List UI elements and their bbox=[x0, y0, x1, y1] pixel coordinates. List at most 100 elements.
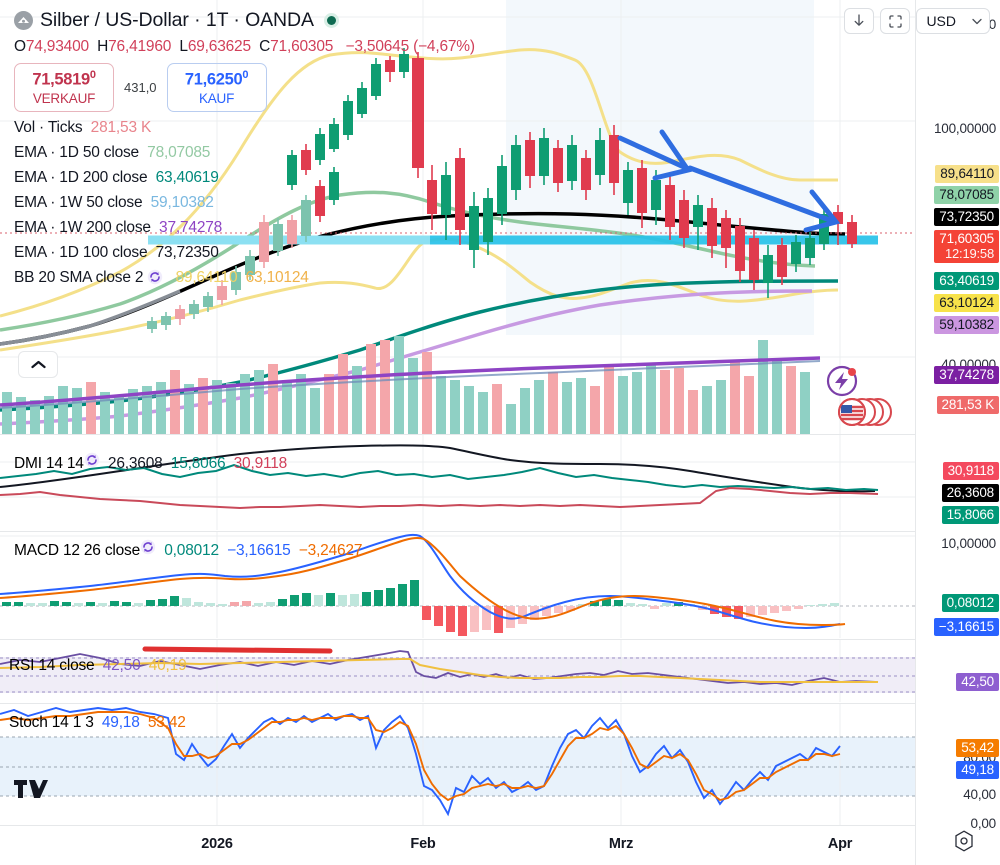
drawing-arrow-1 bbox=[617, 129, 693, 181]
ohlc-change: −3,50645 (−4,67%) bbox=[345, 38, 476, 55]
rsi-chart-canvas[interactable] bbox=[0, 640, 915, 702]
ohlc-l-value: 69,63625 bbox=[187, 38, 251, 55]
buy-price-sup: 0 bbox=[242, 69, 249, 81]
stoch-legend-row[interactable]: Stoch 14 1 3 49,18 53,42 bbox=[9, 714, 186, 731]
macd-pane[interactable] bbox=[0, 532, 915, 638]
price-scale-label-3: 10,00000 bbox=[941, 536, 996, 551]
ohlc-c-value: 71,60305 bbox=[270, 38, 334, 55]
buy-price: 71,6250 bbox=[184, 70, 243, 89]
refresh-icon[interactable] bbox=[84, 452, 100, 468]
price-scale-pill-12[interactable]: 0,08012 bbox=[941, 594, 999, 612]
tradingview-logo bbox=[14, 778, 48, 805]
buy-button[interactable]: 71,62500 KAUF bbox=[166, 63, 267, 112]
economic-calendar-flag-icon bbox=[838, 398, 892, 426]
drawing-red-line bbox=[142, 646, 333, 654]
price-chart-canvas[interactable] bbox=[0, 0, 915, 434]
time-axis[interactable]: 2026 Feb Mrz Apr bbox=[0, 825, 915, 865]
spread-value: 431,0 bbox=[124, 79, 157, 95]
chevron-down-icon bbox=[972, 18, 982, 24]
sell-button[interactable]: 71,58190 VERKAUF bbox=[14, 63, 114, 112]
ohlc-row: O74,93400 H76,41960 L69,63625 C71,60305 … bbox=[0, 32, 915, 56]
chart-settings-button[interactable] bbox=[954, 830, 974, 857]
price-pane[interactable] bbox=[0, 0, 915, 434]
refresh-icon[interactable] bbox=[140, 539, 156, 555]
legend-item-1[interactable]: EMA · 1D 50 close 78,07085 bbox=[14, 143, 211, 161]
price-scale-pill-5[interactable]: 63,10124 bbox=[934, 294, 999, 312]
price-scale-pill-2[interactable]: 73,72350 bbox=[934, 208, 999, 226]
download-button[interactable] bbox=[844, 8, 875, 34]
price-scale-pill-11[interactable]: 15,8066 bbox=[941, 506, 999, 524]
dmi-legend[interactable]: DMI 14 14 26,3608 15,8066 30,9118 bbox=[14, 452, 287, 473]
macd-legend[interactable]: MACD 12 26 close 0,08012 −3,16615 −3,246… bbox=[14, 539, 362, 560]
rsi-legend-row[interactable]: RSI 14 close 42,50 40,19 bbox=[9, 657, 187, 674]
price-scale-pill-6[interactable]: 59,10382 bbox=[934, 316, 999, 334]
rsi-pane[interactable] bbox=[0, 640, 915, 702]
chart-header: Silber / US-Dollar · 1T · OANDA O74,9340… bbox=[0, 0, 915, 287]
drawing-arrow-2 bbox=[687, 165, 838, 225]
drawing-arrow-3 bbox=[803, 189, 841, 233]
stoch-legend[interactable]: Stoch 14 1 3 49,18 53,42 bbox=[9, 714, 186, 732]
ohlc-h-value: 76,41960 bbox=[108, 38, 172, 55]
price-scale[interactable]: 120,00000100,0000040,0000010,0000080,004… bbox=[915, 0, 1000, 865]
download-icon bbox=[854, 14, 864, 26]
symbol-row[interactable]: Silber / US-Dollar · 1T · OANDA bbox=[0, 0, 915, 32]
legend-item-1-title: EMA · 1D 50 close bbox=[14, 143, 139, 161]
legend-item-0[interactable]: Vol · Ticks 281,53 K bbox=[14, 118, 152, 136]
stoch-chart-canvas[interactable] bbox=[0, 704, 915, 825]
rsi-legend-title: RSI 14 close bbox=[9, 657, 95, 674]
ohlc-o-label: O bbox=[14, 38, 26, 55]
price-scale-pill-14[interactable]: 42,50 bbox=[956, 673, 999, 691]
macd-legend-row[interactable]: MACD 12 26 close 0,08012 −3,16615 −3,246… bbox=[14, 539, 362, 560]
stoch-pane[interactable] bbox=[0, 704, 915, 825]
legend-item-5[interactable]: EMA · 1D 100 close 73,72350 bbox=[14, 243, 219, 261]
price-scale-pill-8[interactable]: 281,53 K bbox=[936, 396, 999, 414]
fullscreen-button[interactable] bbox=[880, 8, 911, 34]
currency-selector[interactable]: USD bbox=[916, 8, 990, 34]
legend-item-4[interactable]: EMA · 1W 200 close 37,74278 bbox=[14, 218, 223, 236]
refresh-icon[interactable] bbox=[147, 269, 163, 285]
price-scale-pill-4[interactable]: 63,40619 bbox=[934, 272, 999, 290]
ohlc-h-label: H bbox=[97, 38, 109, 55]
dmi-chart-canvas[interactable] bbox=[0, 435, 915, 530]
price-scale-pill-3[interactable]: 71,60305 12:19:58 bbox=[934, 230, 999, 263]
macd-legend-title: MACD 12 26 close bbox=[14, 542, 141, 559]
price-scale-pill-1[interactable]: 78,07085 bbox=[934, 186, 999, 204]
legend-item-4-title: EMA · 1W 200 close bbox=[14, 218, 151, 236]
legend-item-2[interactable]: EMA · 1D 200 close 63,40619 bbox=[14, 168, 219, 186]
price-scale-pill-0[interactable]: 89,64110 bbox=[935, 165, 999, 183]
dmi-legend-row[interactable]: DMI 14 14 26,3608 15,8066 30,9118 bbox=[14, 452, 287, 473]
earnings-bolt-icon bbox=[826, 365, 858, 397]
volume-bars bbox=[2, 336, 810, 434]
legend-item-5-title: EMA · 1D 100 close bbox=[14, 243, 148, 261]
rsi-legend[interactable]: RSI 14 close 42,50 40,19 bbox=[9, 657, 187, 675]
ohlc-o-value: 74,93400 bbox=[25, 38, 89, 55]
sell-price: 71,5819 bbox=[32, 70, 90, 89]
price-scale-label-6: 0,00 bbox=[970, 816, 997, 831]
dmi-pane[interactable] bbox=[0, 435, 915, 530]
price-scale-pill-9[interactable]: 30,9118 bbox=[942, 462, 999, 480]
price-scale-label-1: 100,00000 bbox=[933, 121, 996, 136]
macd-histogram bbox=[2, 580, 839, 636]
time-axis-tick-3: Apr bbox=[827, 836, 853, 852]
indicator-legend-list: Vol · Ticks 281,53 K EMA · 1D 50 close 78… bbox=[0, 112, 915, 287]
legend-item-6[interactable]: BB 20 SMA close 2 89,64110 63,10124 bbox=[14, 268, 309, 286]
sell-label: VERKAUF bbox=[32, 90, 96, 106]
collapse-pane-button[interactable] bbox=[18, 351, 58, 378]
price-scale-pill-15[interactable]: 53,42 bbox=[956, 739, 999, 757]
fullscreen-icon bbox=[889, 14, 902, 28]
top-right-toolbar: USD bbox=[844, 0, 1000, 34]
price-scale-label-5: 40,00 bbox=[963, 787, 996, 802]
buy-label: KAUF bbox=[198, 90, 235, 106]
chart-event-icons[interactable] bbox=[822, 364, 902, 441]
price-scale-pill-16[interactable]: 49,18 bbox=[956, 761, 999, 779]
dmi-legend-title: DMI 14 14 bbox=[14, 455, 84, 472]
ohlc-l-label: L bbox=[179, 38, 188, 55]
chevron-up-icon bbox=[30, 360, 46, 369]
legend-item-3[interactable]: EMA · 1W 50 close 59,10382 bbox=[14, 193, 214, 211]
price-scale-pill-10[interactable]: 26,3608 bbox=[941, 484, 999, 502]
macd-chart-canvas[interactable] bbox=[0, 532, 915, 638]
price-scale-pill-13[interactable]: −3,16615 bbox=[933, 618, 999, 636]
price-scale-pill-7[interactable]: 37,74278 bbox=[934, 366, 999, 384]
symbol-title[interactable]: Silber / US-Dollar · 1T · OANDA bbox=[40, 9, 314, 31]
ohlc-c-label: C bbox=[259, 38, 271, 55]
